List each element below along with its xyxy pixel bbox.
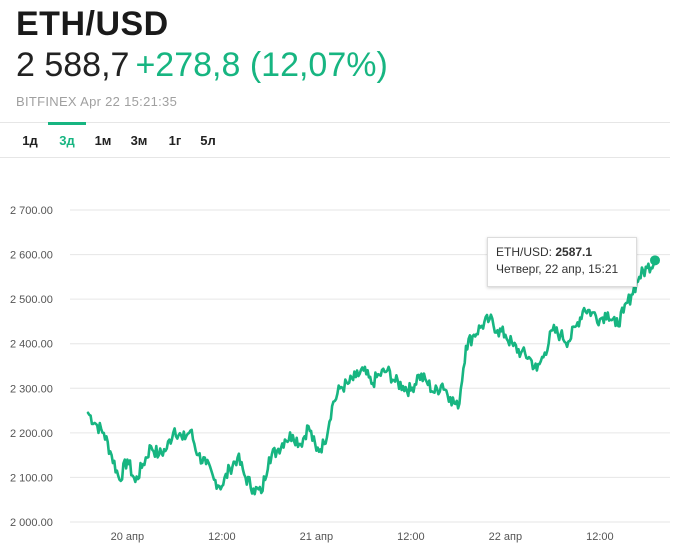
y-tick-label: 2 300.00 <box>10 383 53 395</box>
tab-5y[interactable]: 5л <box>200 133 216 148</box>
quote-header: ETH/USD 2 588,7 +278,8 (12,07%) BITFINEX … <box>16 4 388 109</box>
tooltip-date: Четверг, 22 апр, 15:21 <box>496 262 619 276</box>
source-timestamp: BITFINEX Apr 22 15:21:35 <box>16 94 178 109</box>
x-tick-label: 12:00 <box>397 531 425 543</box>
y-tick-label: 2 100.00 <box>10 472 53 484</box>
period-tabs: 1д 3д 1м 3м 1г 5л <box>0 122 670 158</box>
x-tick-label: 20 апр <box>111 531 144 543</box>
x-tick-label: 21 апр <box>300 531 333 543</box>
y-tick-label: 2 400.00 <box>10 339 53 351</box>
tab-3m[interactable]: 3м <box>130 133 148 148</box>
tab-1m[interactable]: 1м <box>94 133 112 148</box>
tab-1y[interactable]: 1г <box>168 133 182 148</box>
y-tick-label: 2 700.00 <box>10 205 53 217</box>
tooltip-value-row: ETH/USD: 2587.1 <box>496 244 628 261</box>
x-tick-label: 22 апр <box>489 531 522 543</box>
tab-1d[interactable]: 1д <box>22 133 38 148</box>
x-tick-label: 12:00 <box>586 531 614 543</box>
y-tick-label: 2 600.00 <box>10 250 53 262</box>
pair-title: ETH/USD <box>16 5 169 43</box>
tooltip-label: ETH/USD: <box>496 245 553 259</box>
price-change: +278,8 (12,07%) <box>135 46 388 84</box>
tooltip-value: 2587.1 <box>555 245 593 259</box>
price-chart[interactable]: 2 000.00 2 100.00 2 200.00 2 300.00 2 400.00… <box>0 160 676 557</box>
quote-line: 2 588,7 +278,8 (12,07%) <box>16 44 388 86</box>
chart-tooltip: ETH/USD: 2587.1 Четверг, 22 апр, 15:21 <box>487 237 637 287</box>
y-tick-label: 2 500.00 <box>10 294 53 306</box>
y-tick-label: 2 200.00 <box>10 428 53 440</box>
price-series-line <box>86 259 657 496</box>
tab-3d[interactable]: 3д <box>48 122 86 157</box>
last-price: 2 588,7 <box>16 46 130 84</box>
last-price-marker[interactable] <box>650 255 660 266</box>
x-tick-label: 12:00 <box>208 531 236 543</box>
y-tick-label: 2 000.00 <box>10 517 53 529</box>
